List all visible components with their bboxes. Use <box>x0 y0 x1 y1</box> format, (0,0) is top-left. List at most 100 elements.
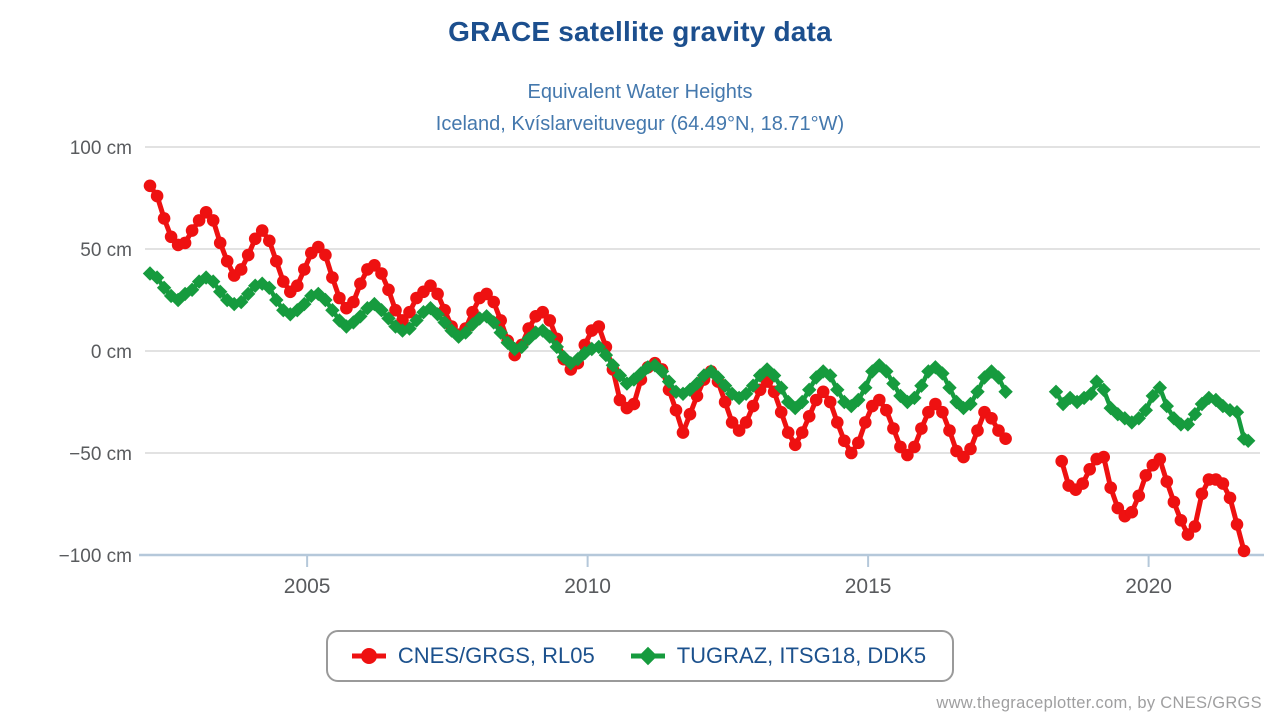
data-point-circle <box>368 259 381 272</box>
data-point-circle <box>291 279 304 293</box>
data-point-diamond <box>809 370 824 385</box>
data-point-diamond <box>514 339 529 355</box>
data-point-circle <box>1237 544 1251 558</box>
data-point-diamond <box>1229 405 1245 420</box>
data-point-diamond <box>156 280 172 295</box>
data-point-circle <box>795 426 809 439</box>
data-point-diamond <box>142 266 158 281</box>
data-point-circle <box>936 405 949 419</box>
data-point-diamond <box>612 368 628 383</box>
data-point-circle <box>199 206 213 219</box>
data-point-diamond <box>493 325 508 340</box>
data-point-circle <box>908 440 921 454</box>
data-point-circle <box>802 410 816 423</box>
data-point-diamond <box>1083 386 1099 401</box>
data-point-diamond <box>738 386 754 401</box>
data-point-circle <box>241 248 255 262</box>
data-point-diamond <box>1055 396 1071 412</box>
x-tick-label: 2015 <box>845 575 892 598</box>
data-point-diamond <box>556 349 571 365</box>
data-point-diamond <box>269 292 284 308</box>
data-point-diamond <box>942 380 957 395</box>
data-point-circle <box>234 263 248 276</box>
data-point-diamond <box>1069 394 1085 410</box>
data-point-circle <box>1083 463 1096 476</box>
data-point-circle <box>1104 481 1117 495</box>
data-point-circle <box>1055 454 1068 468</box>
data-point-circle <box>270 254 283 268</box>
data-point-circle <box>143 179 157 193</box>
data-point-diamond <box>149 270 165 285</box>
data-point-diamond <box>521 331 536 346</box>
data-point-circle <box>999 432 1012 446</box>
data-point-circle <box>382 283 395 297</box>
data-point-diamond <box>486 315 501 330</box>
data-point-diamond <box>1187 407 1203 422</box>
data-point-diamond <box>858 380 873 395</box>
data-point-circle <box>683 407 697 421</box>
chart-subtitle: Equivalent Water Heights Iceland, Kvísla… <box>0 76 1280 140</box>
data-point-circle <box>915 422 928 435</box>
data-point-diamond <box>1152 380 1167 395</box>
data-point-circle <box>347 295 360 309</box>
data-point-circle <box>1195 487 1209 501</box>
data-point-diamond <box>689 376 705 391</box>
data-point-circle <box>1181 528 1195 541</box>
data-point-circle <box>220 254 234 268</box>
data-point-circle <box>880 403 893 417</box>
data-point-diamond <box>549 339 564 355</box>
data-point-diamond <box>353 309 368 324</box>
data-point-diamond <box>766 368 782 383</box>
data-point-diamond <box>998 384 1013 399</box>
data-point-circle <box>1097 450 1110 464</box>
data-point-diamond <box>710 370 726 385</box>
data-point-circle <box>255 224 269 237</box>
green-diamond-marker-icon <box>630 646 665 666</box>
data-point-circle <box>1132 489 1146 503</box>
data-point-diamond <box>605 358 621 373</box>
data-point-diamond <box>409 313 424 328</box>
data-point-diamond <box>970 384 985 399</box>
data-point-diamond <box>759 362 775 377</box>
data-point-diamond <box>1089 374 1104 389</box>
data-point-circle <box>1160 475 1174 488</box>
data-point-circle <box>333 291 346 305</box>
data-point-diamond <box>1145 388 1160 404</box>
data-point-circle <box>319 248 332 262</box>
data-point-diamond <box>788 400 803 416</box>
data-point-diamond <box>528 325 543 340</box>
data-point-diamond <box>851 392 866 408</box>
data-point-circle <box>739 416 753 429</box>
data-point-diamond <box>542 329 557 344</box>
data-point-diamond <box>907 390 922 406</box>
data-point-circle <box>852 436 865 450</box>
data-point-diamond <box>745 378 761 393</box>
legend-item-cnes-grgs[interactable]: CNES/GRGS, RL05 <box>350 643 595 669</box>
data-point-circle <box>1174 514 1188 527</box>
data-point-diamond <box>297 296 312 312</box>
data-point-diamond <box>374 303 389 318</box>
data-point-diamond <box>1062 390 1078 406</box>
data-point-circle <box>213 236 227 250</box>
data-point-circle <box>424 279 437 293</box>
data-point-circle <box>354 277 367 291</box>
series-line <box>147 271 1008 411</box>
data-point-diamond <box>774 380 789 395</box>
data-point-diamond <box>865 364 880 379</box>
data-point-circle <box>859 416 872 429</box>
data-point-circle <box>1216 477 1230 490</box>
y-tick-label: 0 cm <box>91 342 132 363</box>
legend-item-tugraz[interactable]: TUGRAZ, ITSG18, DDK5 <box>629 643 926 669</box>
data-point-circle <box>943 424 956 437</box>
data-point-circle <box>922 405 935 419</box>
data-point-diamond <box>935 366 950 381</box>
plot-area: 100 cm 50 cm 0 cm −50 cm −100 cm 2005 2010 2015… <box>59 138 1264 598</box>
data-point-diamond <box>184 282 200 297</box>
data-point-diamond <box>844 398 859 414</box>
data-point-diamond <box>535 323 550 338</box>
data-point-diamond <box>430 307 445 322</box>
data-point-diamond <box>752 368 768 383</box>
data-point-diamond <box>1131 411 1146 426</box>
data-point-diamond <box>717 378 733 393</box>
data-point-circle <box>536 305 549 319</box>
